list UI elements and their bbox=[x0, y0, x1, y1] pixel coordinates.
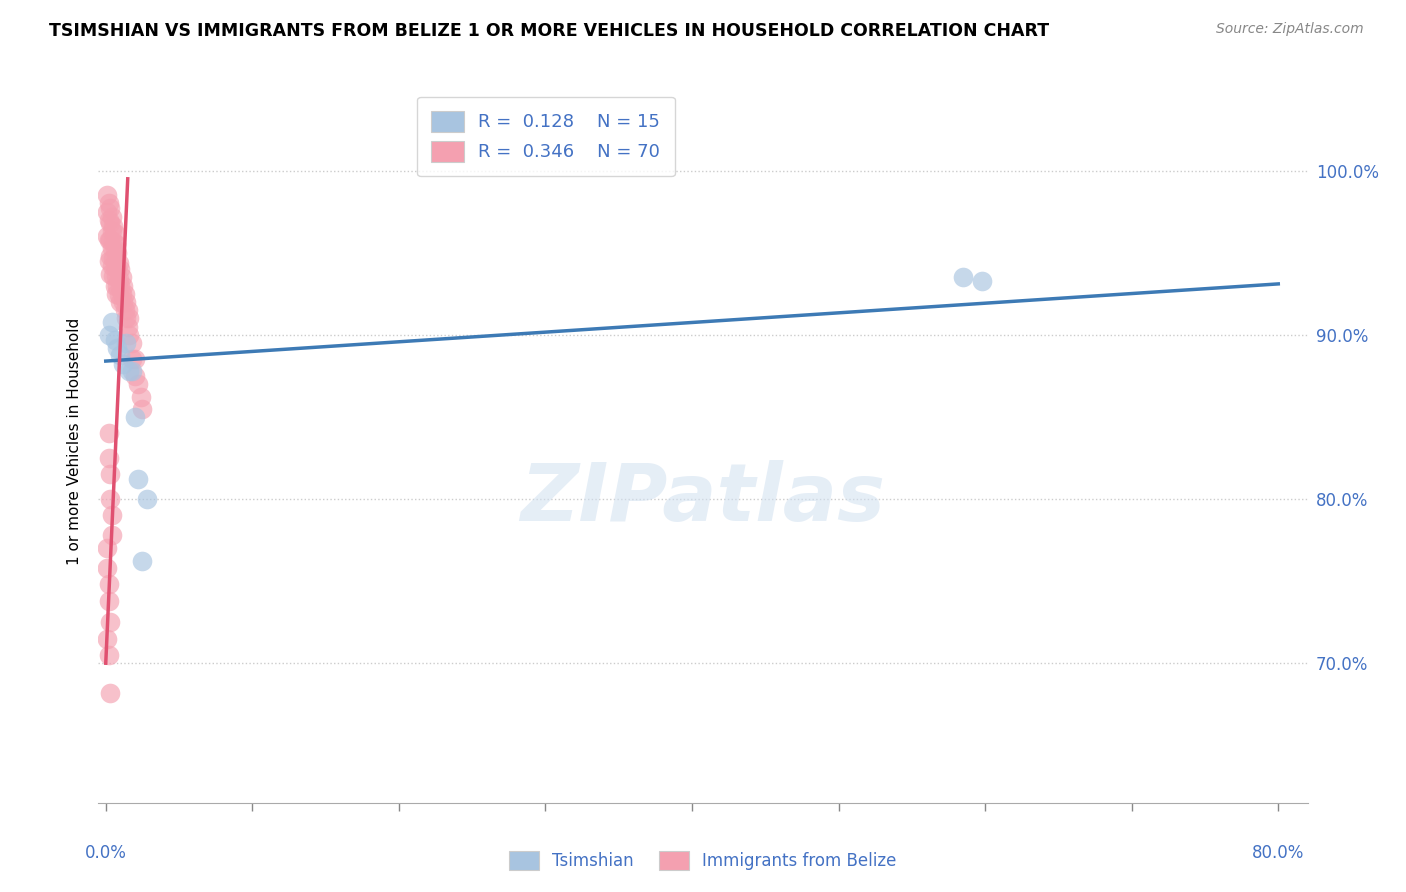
Point bbox=[97, 450, 120, 465]
Point bbox=[124, 352, 146, 367]
Point bbox=[131, 554, 153, 568]
Point bbox=[115, 295, 138, 310]
Point bbox=[103, 259, 125, 273]
Point bbox=[108, 272, 131, 286]
Point bbox=[114, 286, 136, 301]
Point bbox=[96, 632, 118, 646]
Point bbox=[107, 245, 129, 260]
Point bbox=[97, 233, 120, 247]
Point bbox=[98, 491, 121, 506]
Point bbox=[101, 251, 124, 265]
Point bbox=[112, 295, 135, 310]
Point bbox=[111, 270, 134, 285]
Point bbox=[97, 426, 120, 441]
Point bbox=[107, 278, 129, 293]
Point bbox=[105, 268, 128, 283]
Point bbox=[100, 210, 122, 224]
Point bbox=[98, 267, 121, 281]
Text: ZIPatlas: ZIPatlas bbox=[520, 460, 886, 539]
Point bbox=[97, 577, 120, 591]
Point bbox=[135, 491, 157, 506]
Point bbox=[98, 202, 121, 216]
Point bbox=[96, 561, 118, 575]
Point bbox=[114, 303, 136, 318]
Point bbox=[101, 219, 124, 234]
Point bbox=[100, 508, 122, 523]
Point bbox=[97, 254, 120, 268]
Point bbox=[100, 259, 122, 273]
Point bbox=[118, 364, 141, 378]
Point bbox=[101, 234, 124, 248]
Y-axis label: 1 or more Vehicles in Household: 1 or more Vehicles in Household bbox=[67, 318, 83, 566]
Point bbox=[98, 686, 121, 700]
Point bbox=[131, 401, 153, 416]
Point bbox=[98, 233, 121, 247]
Point bbox=[124, 409, 146, 424]
Point bbox=[100, 315, 122, 329]
Point bbox=[127, 472, 149, 486]
Point bbox=[972, 274, 994, 288]
Point bbox=[129, 390, 152, 404]
Point bbox=[115, 311, 138, 326]
Point bbox=[96, 541, 118, 556]
Point bbox=[118, 311, 141, 326]
Point bbox=[103, 243, 125, 257]
Point bbox=[110, 295, 132, 310]
Point bbox=[101, 268, 124, 283]
Point bbox=[117, 319, 139, 334]
Point bbox=[107, 262, 129, 277]
Point bbox=[121, 336, 143, 351]
Point bbox=[96, 204, 118, 219]
Point bbox=[98, 615, 121, 630]
Point bbox=[98, 216, 121, 230]
Point bbox=[97, 212, 120, 227]
Point bbox=[107, 341, 129, 355]
Point bbox=[97, 327, 120, 342]
Point bbox=[110, 347, 132, 361]
Point bbox=[121, 352, 143, 367]
Point bbox=[105, 286, 128, 301]
Point bbox=[115, 336, 138, 351]
Point bbox=[98, 249, 121, 263]
Point bbox=[952, 270, 974, 285]
Point bbox=[124, 368, 146, 383]
Point bbox=[127, 377, 149, 392]
Point bbox=[100, 528, 122, 542]
Point bbox=[112, 278, 135, 293]
Point bbox=[121, 364, 143, 378]
Point bbox=[105, 252, 128, 267]
Point bbox=[100, 224, 122, 238]
Text: 0.0%: 0.0% bbox=[84, 844, 127, 862]
Point bbox=[98, 467, 121, 482]
Point bbox=[105, 237, 128, 252]
Point bbox=[96, 229, 118, 244]
Point bbox=[108, 255, 131, 269]
Legend: R =  0.128    N = 15, R =  0.346    N = 70: R = 0.128 N = 15, R = 0.346 N = 70 bbox=[418, 96, 675, 176]
Point bbox=[97, 594, 120, 608]
Legend: Tsimshian, Immigrants from Belize: Tsimshian, Immigrants from Belize bbox=[502, 844, 904, 877]
Point bbox=[97, 196, 120, 211]
Point bbox=[100, 241, 122, 255]
Point bbox=[117, 303, 139, 318]
Point bbox=[103, 278, 125, 293]
Point bbox=[103, 333, 125, 347]
Point bbox=[108, 288, 131, 302]
Text: Source: ZipAtlas.com: Source: ZipAtlas.com bbox=[1216, 22, 1364, 37]
Text: 80.0%: 80.0% bbox=[1253, 844, 1305, 862]
Point bbox=[110, 262, 132, 277]
Point bbox=[118, 327, 141, 342]
Point bbox=[110, 278, 132, 293]
Point bbox=[111, 286, 134, 301]
Point bbox=[112, 357, 135, 371]
Text: TSIMSHIAN VS IMMIGRANTS FROM BELIZE 1 OR MORE VEHICLES IN HOUSEHOLD CORRELATION : TSIMSHIAN VS IMMIGRANTS FROM BELIZE 1 OR… bbox=[49, 22, 1049, 40]
Point bbox=[97, 648, 120, 662]
Point bbox=[96, 188, 118, 202]
Point bbox=[103, 226, 125, 240]
